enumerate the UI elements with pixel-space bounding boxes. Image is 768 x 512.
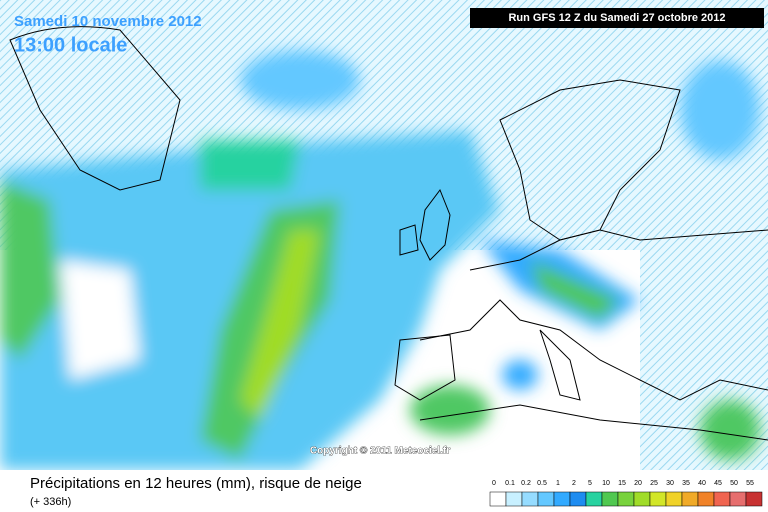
footer-lead: (+ 336h) bbox=[30, 496, 71, 508]
legend-swatch bbox=[617, 491, 635, 507]
legend-label: 35 bbox=[682, 480, 690, 487]
run-label: Run GFS 12 Z du Samedi 27 octobre 2012 bbox=[508, 12, 725, 24]
legend-swatch bbox=[489, 491, 507, 507]
legend-swatch bbox=[585, 491, 603, 507]
legend-swatch bbox=[745, 491, 763, 507]
legend-swatch bbox=[633, 491, 651, 507]
legend-label: 10 bbox=[602, 480, 610, 487]
legend-label: 55 bbox=[746, 480, 754, 487]
legend-label: 20 bbox=[634, 480, 642, 487]
date-label: Samedi 10 novembre 2012 bbox=[14, 13, 202, 30]
legend: 0 0.1 0.2 0.5 1 2 5 10 15 20 25 30 35 40 45 50 55 bbox=[489, 480, 763, 507]
legend-swatch bbox=[649, 491, 667, 507]
legend-label: 0.2 bbox=[521, 480, 531, 487]
legend-swatch bbox=[729, 491, 747, 507]
legend-label: 5 bbox=[588, 480, 592, 487]
legend-label: 45 bbox=[714, 480, 722, 487]
legend-label: 50 bbox=[730, 480, 738, 487]
legend-label: 0.5 bbox=[537, 480, 547, 487]
legend-label: 1 bbox=[556, 480, 560, 487]
legend-swatch bbox=[521, 491, 539, 507]
footer-title: Précipitations en 12 heures (mm), risque… bbox=[30, 475, 362, 492]
legend-label: 40 bbox=[698, 480, 706, 487]
legend-label: 2 bbox=[572, 480, 576, 487]
legend-swatch bbox=[665, 491, 683, 507]
legend-label: 0 bbox=[492, 480, 496, 487]
legend-label: 15 bbox=[618, 480, 626, 487]
legend-label: 30 bbox=[666, 480, 674, 487]
legend-swatch bbox=[569, 491, 587, 507]
copyright: Copyright © 2011 Meteociel.fr bbox=[310, 446, 450, 457]
map-area bbox=[0, 0, 768, 470]
legend-swatch bbox=[681, 491, 699, 507]
legend-swatch bbox=[697, 491, 715, 507]
legend-swatch bbox=[537, 491, 555, 507]
legend-swatch bbox=[601, 491, 619, 507]
time-label: 13:00 locale bbox=[14, 34, 127, 56]
legend-swatch bbox=[505, 491, 523, 507]
legend-label: 25 bbox=[650, 480, 658, 487]
legend-swatch bbox=[553, 491, 571, 507]
legend-swatch bbox=[713, 491, 731, 507]
run-box bbox=[470, 8, 764, 28]
legend-label: 0.1 bbox=[505, 480, 515, 487]
